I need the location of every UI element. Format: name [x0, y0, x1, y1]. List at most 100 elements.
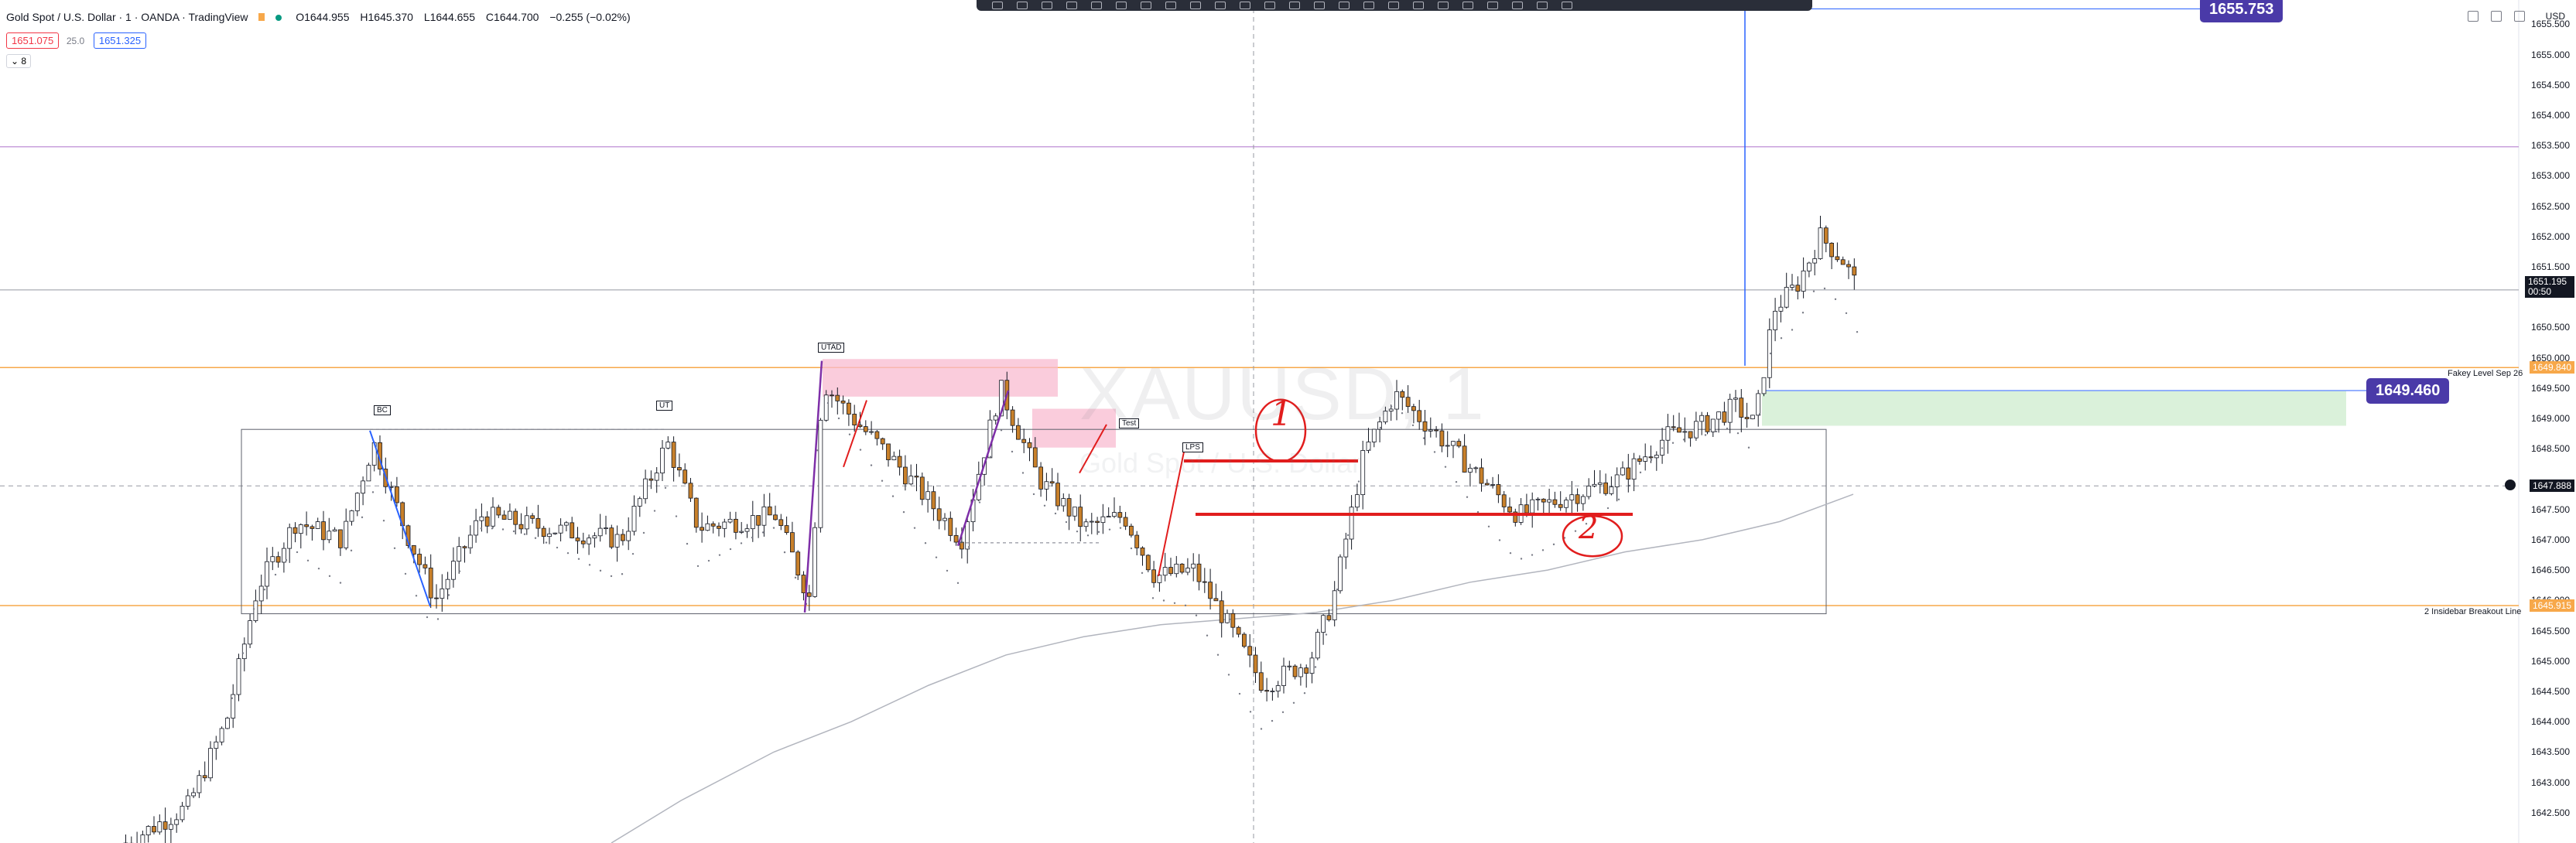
tag-bc[interactable]: BC — [374, 404, 391, 415]
candle-body — [191, 792, 197, 797]
utad-rally-line — [803, 360, 823, 613]
candle-body — [1761, 377, 1767, 394]
restore-icon[interactable] — [2514, 11, 2525, 22]
candle-body — [1727, 398, 1733, 423]
sar-dot — [837, 417, 840, 420]
price-axis-tick: 1643.500 — [2530, 746, 2570, 758]
indicators-toggle[interactable]: ⌄ 8 — [6, 54, 32, 68]
sar-dot — [1726, 427, 1729, 430]
magnet-tool-icon[interactable] — [1462, 2, 1473, 9]
candle-body — [1524, 504, 1529, 514]
candle-body — [948, 517, 953, 536]
candle-body — [315, 521, 320, 529]
ray-tool-icon[interactable] — [1017, 2, 1028, 9]
hide-tool-icon[interactable] — [1512, 2, 1523, 9]
pitchfork-tool-icon[interactable] — [1141, 2, 1151, 9]
brush-tool-icon[interactable] — [1190, 2, 1201, 9]
candle-body — [1394, 391, 1399, 410]
candle-body — [1112, 512, 1117, 517]
candle-body — [1750, 415, 1755, 420]
drawing-toolbar[interactable] — [977, 0, 1812, 11]
candle-body — [1496, 484, 1501, 496]
sar-dot — [512, 530, 515, 533]
sar-dot — [642, 531, 645, 534]
candle-body — [1383, 411, 1388, 422]
candle-body — [795, 551, 801, 575]
price-axis-tick: 1650.500 — [2530, 322, 2570, 333]
candle-body — [1388, 408, 1394, 411]
channel-tool-icon[interactable] — [1116, 2, 1127, 9]
candle-body — [287, 527, 292, 549]
fib-tool-icon[interactable] — [1165, 2, 1176, 9]
path-tool-icon[interactable] — [1240, 2, 1250, 9]
candle-body — [1196, 563, 1202, 582]
high-key: H — [360, 11, 368, 23]
candle-body — [411, 545, 416, 555]
candle-body — [298, 524, 303, 534]
tag-ut[interactable]: UT — [656, 400, 673, 411]
sar-dot — [350, 549, 353, 552]
candle-body — [1451, 441, 1456, 446]
lock-tool-icon[interactable] — [1487, 2, 1498, 9]
sar-dot — [447, 594, 450, 596]
sar-dot — [621, 573, 624, 575]
price-axis-tick: 1642.500 — [2530, 807, 2570, 818]
icon-tool-icon[interactable] — [1413, 2, 1424, 9]
entry-callout[interactable]: 1649.460 — [2366, 378, 2450, 404]
low-key: L — [423, 11, 430, 23]
candle-body — [575, 538, 580, 541]
sar-dot — [1476, 510, 1480, 514]
zoom-tool-icon[interactable] — [1438, 2, 1449, 9]
price-axis-tick: 1650.000 — [2530, 352, 2570, 363]
sar-dot — [783, 551, 786, 554]
sar-dot — [1411, 424, 1415, 427]
more-tool-icon[interactable] — [1562, 2, 1572, 9]
sar-dot — [371, 491, 375, 493]
symbol-title[interactable]: Gold Spot / U.S. Dollar · 1 · OANDA · Tr… — [6, 11, 248, 23]
line-tool-icon[interactable] — [992, 2, 1003, 9]
sar-dot — [913, 527, 916, 529]
arrow-down-icon[interactable] — [2468, 11, 2479, 22]
sell-button[interactable]: 1651.075 — [6, 32, 60, 49]
tag-utad[interactable]: UTAD — [818, 343, 845, 353]
candle-body — [501, 514, 507, 520]
candle-body — [224, 718, 230, 729]
crosshair-plus-icon[interactable] — [2505, 480, 2516, 491]
price-axis-tick: 1654.000 — [2530, 109, 2570, 121]
sar-dot — [1249, 711, 1252, 713]
candle-body — [524, 515, 529, 530]
trend-tool-icon[interactable] — [1091, 2, 1102, 9]
candle-body — [665, 442, 671, 449]
tag-test[interactable]: Test — [1119, 418, 1140, 429]
supply-zone-2 — [1032, 408, 1116, 448]
sar-dot — [426, 616, 429, 619]
sar-dot — [241, 652, 245, 654]
maximize-icon[interactable] — [2491, 11, 2502, 22]
note-tool-icon[interactable] — [1388, 2, 1399, 9]
currency-label[interactable]: USD — [2545, 11, 2565, 22]
sar-dot — [393, 547, 396, 550]
candle-body — [1744, 417, 1750, 420]
vline-tool-icon[interactable] — [1066, 2, 1077, 9]
candle-body — [1230, 613, 1236, 628]
rect-tool-icon[interactable] — [1215, 2, 1226, 9]
buy-button[interactable]: 1651.325 — [93, 32, 147, 49]
candle-body — [903, 466, 908, 485]
tag-lps[interactable]: LPS — [1182, 442, 1203, 453]
target-callout[interactable]: 1655.753 — [2200, 0, 2284, 22]
measure-tool-icon[interactable] — [1314, 2, 1325, 9]
long-position-icon[interactable] — [1339, 2, 1350, 9]
candle-body — [823, 394, 829, 421]
sar-dot — [1628, 484, 1631, 487]
short-position-icon[interactable] — [1363, 2, 1374, 9]
candle-body — [361, 480, 366, 494]
arrow-tool-icon[interactable] — [1289, 2, 1300, 9]
sar-dot — [1032, 493, 1035, 496]
sar-dot — [599, 569, 602, 572]
text-tool-icon[interactable] — [1264, 2, 1275, 9]
sar-dot — [848, 433, 851, 435]
trash-tool-icon[interactable] — [1537, 2, 1548, 9]
sar-dot — [1216, 654, 1220, 656]
hline-tool-icon[interactable] — [1042, 2, 1052, 9]
